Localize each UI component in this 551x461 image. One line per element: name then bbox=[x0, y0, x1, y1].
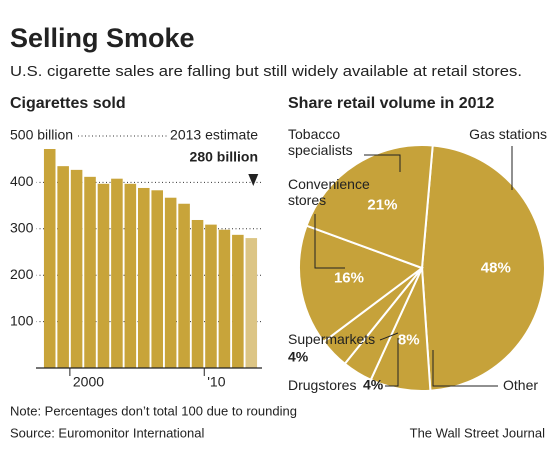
x-tick-label: 2000 bbox=[73, 374, 104, 390]
value-label: 4% bbox=[288, 349, 309, 365]
pie-slice bbox=[420, 144, 546, 392]
bar bbox=[164, 197, 177, 368]
pointer bbox=[248, 174, 259, 186]
leader-line bbox=[314, 214, 345, 269]
y-tick-label: 100 bbox=[10, 312, 34, 328]
y-tick-label: 300 bbox=[10, 220, 34, 236]
source: Source: Euromonitor International bbox=[10, 425, 204, 440]
annotation: 2013 estimate bbox=[170, 127, 258, 143]
bar bbox=[111, 178, 123, 368]
bar bbox=[232, 234, 244, 368]
leader-line bbox=[385, 338, 399, 387]
pie-slice bbox=[305, 144, 434, 270]
label-backing bbox=[7, 219, 37, 236]
label-backing bbox=[7, 312, 37, 329]
y-tick-label: 200 bbox=[10, 266, 34, 282]
bar bbox=[43, 148, 56, 368]
bar bbox=[191, 219, 204, 368]
bar bbox=[205, 224, 217, 368]
bar bbox=[218, 229, 231, 368]
category-label: Supermarkets bbox=[288, 331, 376, 347]
category-label: Convenience stores bbox=[288, 176, 370, 208]
bar-title: Cigarettes sold bbox=[10, 95, 126, 112]
bar bbox=[245, 238, 258, 368]
subtitle: U.S. cigarette sales are falling but sti… bbox=[10, 63, 522, 80]
label-backing bbox=[7, 265, 37, 282]
label-backing bbox=[167, 126, 262, 143]
bar bbox=[124, 183, 137, 368]
bar bbox=[57, 166, 69, 368]
value-label: 280 billion bbox=[190, 149, 258, 165]
note: Note: Percentages don’t total 100 due to… bbox=[10, 403, 297, 418]
pie-slice bbox=[298, 224, 425, 344]
category-label: Other bbox=[503, 377, 539, 393]
category-label: Tobacco specialists bbox=[288, 126, 353, 158]
value-label: 21% bbox=[367, 197, 397, 214]
credit: The Wall Street Journal bbox=[410, 425, 545, 440]
leader-line bbox=[364, 154, 401, 172]
value-label: 16% bbox=[334, 270, 364, 287]
leader-line bbox=[432, 350, 498, 387]
value-label: 4% bbox=[363, 377, 384, 393]
label-backing bbox=[186, 148, 261, 165]
bar bbox=[97, 183, 110, 368]
value-label: 8% bbox=[398, 332, 420, 349]
bar bbox=[178, 203, 190, 368]
title: Selling Smoke bbox=[10, 23, 195, 53]
leader-line bbox=[379, 332, 399, 341]
category-label: Gas stations bbox=[469, 126, 547, 142]
y-tick-label: 400 bbox=[10, 173, 34, 189]
bar bbox=[151, 190, 163, 368]
bar bbox=[70, 169, 83, 368]
label-backing bbox=[7, 173, 37, 190]
bar bbox=[84, 176, 96, 368]
y-tick-label: 500 billion bbox=[10, 127, 73, 143]
value-label: 48% bbox=[481, 260, 511, 277]
pie-title: Share retail volume in 2012 bbox=[288, 95, 494, 112]
label-backing bbox=[7, 126, 77, 143]
x-tick-label: '10 bbox=[207, 374, 225, 390]
category-label: Drugstores bbox=[288, 377, 357, 393]
bar bbox=[138, 187, 150, 368]
